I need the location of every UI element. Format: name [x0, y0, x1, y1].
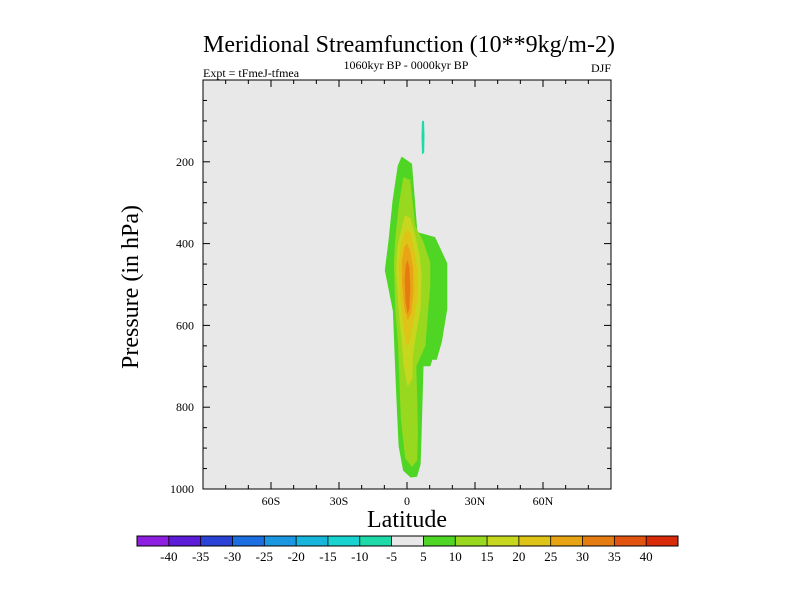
colorbar-frame: [136, 535, 679, 547]
y-axis-label: Pressure (in hPa): [118, 205, 144, 369]
chart-title: Meridional Streamfunction (10**9kg/m-2): [203, 32, 615, 58]
colorbar-swatch: [391, 536, 424, 546]
colorbar-label: 25: [544, 549, 557, 564]
colorbar-swatch: [327, 536, 361, 546]
x-axis-label: Latitude: [367, 507, 447, 533]
colorbar-label: 10: [449, 549, 462, 564]
colorbar-swatch: [359, 536, 392, 546]
region-30-35: [404, 260, 411, 314]
region-neg-5-10-top: [421, 120, 425, 155]
x-tick-label: 30S: [330, 494, 349, 508]
colorbar-label: 30: [576, 549, 589, 564]
colorbar-swatch: [296, 536, 329, 546]
y-tick-label: 800: [176, 400, 194, 414]
contour-regions: [384, 120, 448, 478]
colorbar-swatch: [614, 536, 647, 546]
colorbar-swatch: [518, 536, 552, 546]
y-tick-label: 1000: [170, 482, 194, 496]
colorbar-label: 15: [481, 549, 494, 564]
colorbar-swatch: [487, 536, 520, 546]
x-axis: 60S 30S 0 30N 60N: [202, 80, 612, 508]
colorbar-label: 35: [608, 549, 621, 564]
colorbar-swatch: [264, 536, 297, 546]
experiment-label: Expt = tFmeJ-tfmea: [203, 66, 300, 80]
colorbar-swatch: [232, 536, 265, 546]
y-axis: 200 400 600 800 1000: [170, 79, 611, 496]
x-tick-label: 60N: [533, 494, 554, 508]
colorbar-swatch: [550, 536, 583, 546]
colorbar-swatch: [423, 536, 456, 546]
colorbar-swatch: [646, 536, 679, 546]
colorbar: -40 -35 -30 -25 -20 -15 -10 -5 5 10 15 20 25 30 35 40: [136, 535, 679, 564]
y-tick-label: 200: [176, 155, 194, 169]
colorbar-swatch: [582, 536, 615, 546]
season-label: DJF: [591, 61, 611, 75]
colorbar-label: 5: [420, 549, 427, 564]
colorbar-label: -25: [256, 549, 273, 564]
colorbar-swatch: [168, 536, 202, 546]
y-tick-label: 400: [176, 237, 194, 251]
colorbar-label: -5: [386, 549, 397, 564]
colorbar-label: 20: [512, 549, 525, 564]
chart-subtitle: 1060kyr BP - 0000kyr BP: [344, 58, 469, 72]
x-tick-label: 0: [404, 494, 410, 508]
colorbar-swatch: [137, 536, 170, 546]
colorbar-swatch: [200, 536, 233, 546]
x-tick-label: 30N: [465, 494, 486, 508]
colorbar-label: -10: [351, 549, 368, 564]
colorbar-label: -20: [287, 549, 304, 564]
colorbar-label: -40: [160, 549, 177, 564]
colorbar-swatch: [455, 536, 488, 546]
colorbar-label: -30: [224, 549, 241, 564]
colorbar-label: -15: [319, 549, 336, 564]
colorbar-label: 40: [640, 549, 653, 564]
x-tick-label: 60S: [262, 494, 281, 508]
y-tick-label: 600: [176, 318, 194, 332]
colorbar-label: -35: [192, 549, 209, 564]
